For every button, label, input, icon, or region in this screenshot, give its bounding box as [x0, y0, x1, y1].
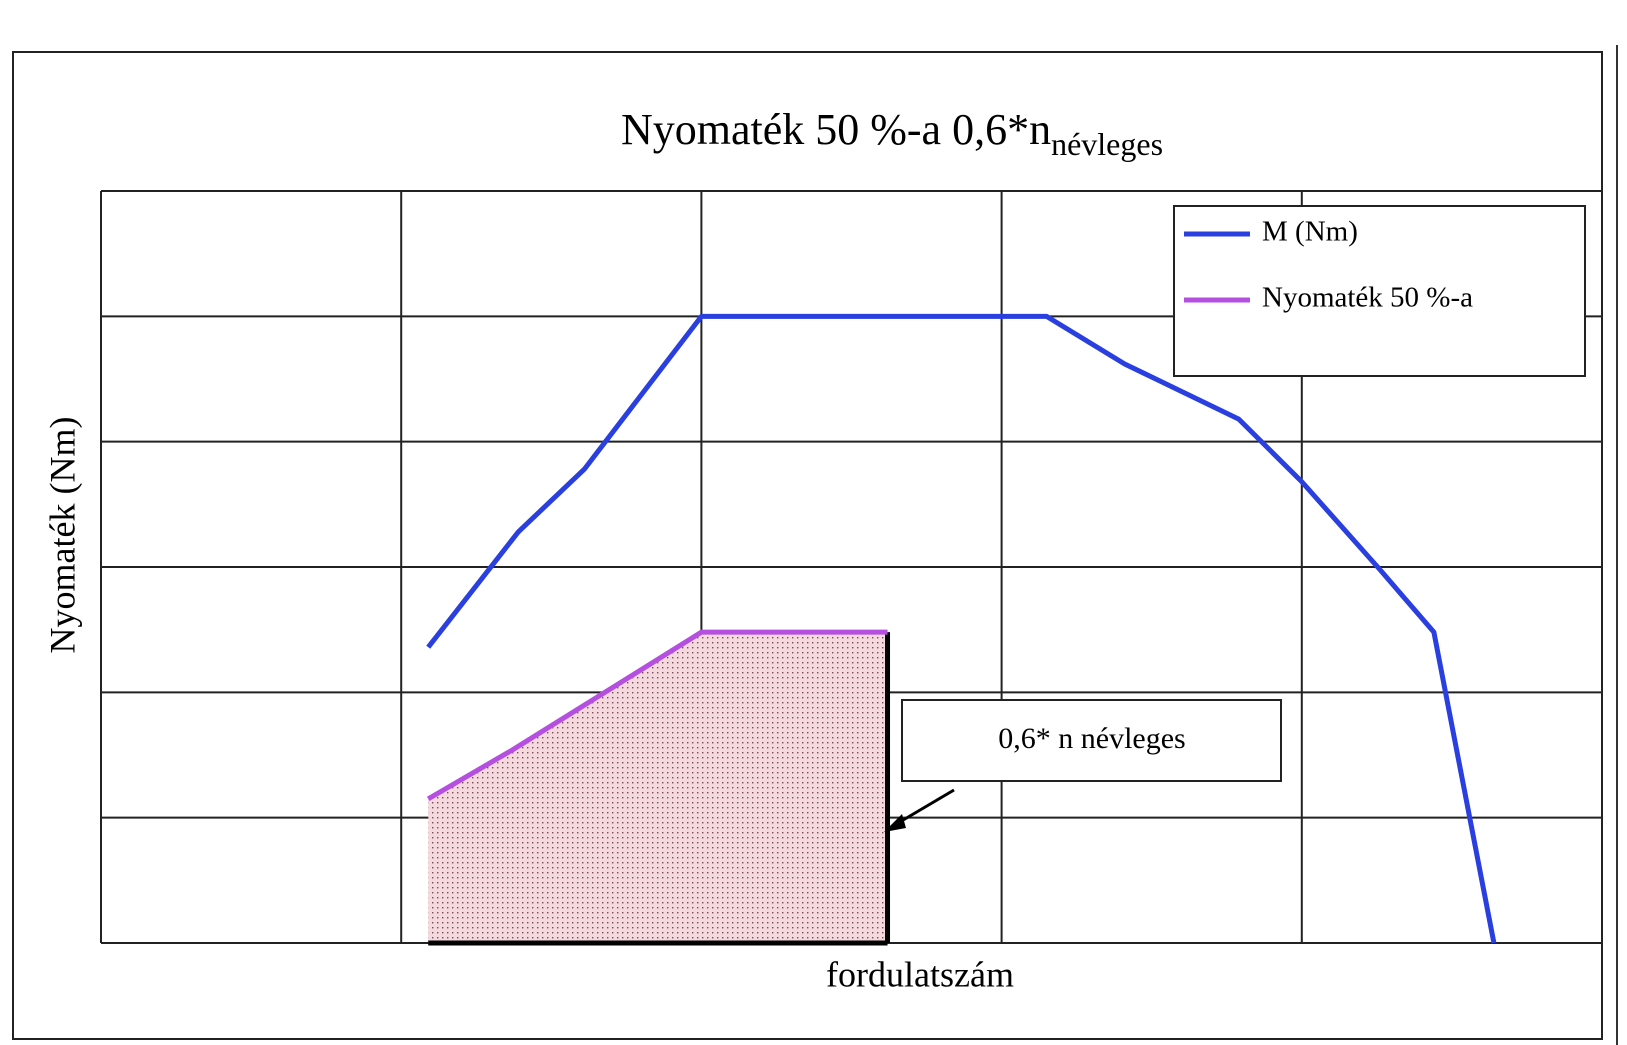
area: [428, 632, 888, 943]
annotation-box: [901, 699, 1282, 782]
chart-title: Nyomaték 50 %-a 0,6*nnévleges: [621, 105, 1163, 162]
annotation: 0,6* n névleges: [998, 722, 1185, 755]
title-subscript: névleges: [1051, 126, 1163, 162]
legend-label: M (Nm): [1262, 216, 1358, 248]
y-axis-label: Nyomaték (Nm): [42, 417, 82, 654]
series-line: [426, 313, 1497, 944]
x-axis-label: fordulatszám: [826, 954, 1014, 994]
title-main: Nyomaték 50 %-a 0,6*n: [621, 105, 1051, 154]
plot-area: [100, 190, 1603, 946]
arrow-head: [884, 814, 906, 832]
legend-label: Nyomaték 50 %-a: [1262, 282, 1473, 314]
series-line: [426, 629, 888, 802]
